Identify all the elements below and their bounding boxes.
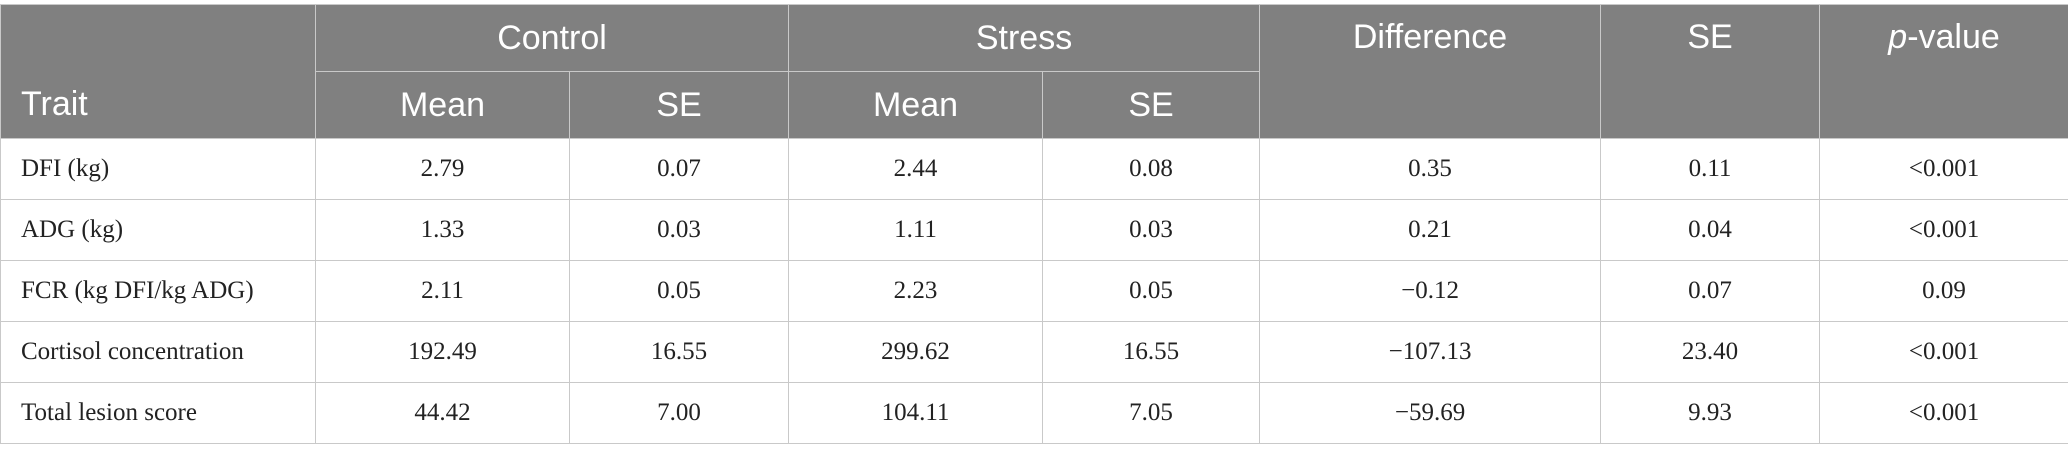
cell-se: 23.40 [1600,321,1821,383]
cell-trait: Total lesion score [0,382,316,444]
cell-stress-mean: 299.62 [788,321,1044,383]
table-row: DFI (kg) 2.79 0.07 2.44 0.08 0.35 0.11 <… [0,138,2068,200]
results-table: Control Stress Difference SE p-value Tra… [0,4,2068,444]
cell-control-se: 0.07 [568,138,790,200]
cell-difference: −107.13 [1259,321,1602,383]
header-stress-se: SE [1042,71,1261,139]
cell-difference: −0.12 [1259,260,1602,322]
cell-stress-se: 7.05 [1042,382,1261,444]
table-header: Control Stress Difference SE p-value Tra… [0,4,2068,139]
header-p-value: p-value [1819,4,2068,139]
cell-stress-mean: 2.23 [788,260,1044,322]
cell-se: 9.93 [1600,382,1821,444]
cell-se: 0.11 [1600,138,1821,200]
cell-difference: 0.21 [1259,199,1602,261]
cell-stress-se: 0.08 [1042,138,1261,200]
header-group-stress: Stress [788,4,1261,72]
cell-control-mean: 44.42 [315,382,570,444]
cell-p-value: <0.001 [1819,199,2068,261]
header-difference: Difference [1259,4,1602,139]
header-corner-cell [0,4,316,72]
header-control-mean: Mean [315,71,570,139]
cell-control-se: 7.00 [568,382,790,444]
cell-stress-se: 16.55 [1042,321,1261,383]
cell-control-mean: 1.33 [315,199,570,261]
table-row: FCR (kg DFI/kg ADG) 2.11 0.05 2.23 0.05 … [0,260,2068,322]
cell-stress-mean: 1.11 [788,199,1044,261]
cell-se: 0.07 [1600,260,1821,322]
cell-control-se: 0.05 [568,260,790,322]
header-group-control: Control [314,4,790,72]
cell-p-value: <0.001 [1819,138,2068,200]
cell-trait: DFI (kg) [0,138,316,200]
table-body: DFI (kg) 2.79 0.07 2.44 0.08 0.35 0.11 <… [0,138,2068,444]
cell-trait: FCR (kg DFI/kg ADG) [0,260,316,322]
cell-p-value: 0.09 [1819,260,2068,322]
p-value-italic-label: p [1888,18,1908,56]
table-row: ADG (kg) 1.33 0.03 1.11 0.03 0.21 0.04 <… [0,199,2068,261]
cell-trait: Cortisol concentration [0,321,316,383]
table-row: Cortisol concentration 192.49 16.55 299.… [0,321,2068,383]
cell-stress-se: 0.05 [1042,260,1261,322]
header-row-groups: Control Stress Difference SE p-value [0,4,2068,139]
cell-difference: 0.35 [1259,138,1602,200]
header-control-se: SE [568,71,790,139]
cell-p-value: <0.001 [1819,321,2068,383]
header-stress-mean: Mean [788,71,1044,139]
cell-control-se: 16.55 [568,321,790,383]
cell-difference: −59.69 [1259,382,1602,444]
header-trait: Trait [0,71,316,139]
cell-control-se: 0.03 [568,199,790,261]
cell-control-mean: 192.49 [315,321,570,383]
cell-control-mean: 2.11 [315,260,570,322]
cell-p-value: <0.001 [1819,382,2068,444]
cell-stress-se: 0.03 [1042,199,1261,261]
cell-stress-mean: 104.11 [788,382,1044,444]
cell-se: 0.04 [1600,199,1821,261]
header-se: SE [1600,4,1821,139]
p-value-suffix-label: -value [1907,18,2000,56]
header-row-columns: Trait Mean SE Mean SE [0,71,2068,139]
table-row: Total lesion score 44.42 7.00 104.11 7.0… [0,382,2068,444]
cell-trait: ADG (kg) [0,199,316,261]
cell-stress-mean: 2.44 [788,138,1044,200]
cell-control-mean: 2.79 [315,138,570,200]
